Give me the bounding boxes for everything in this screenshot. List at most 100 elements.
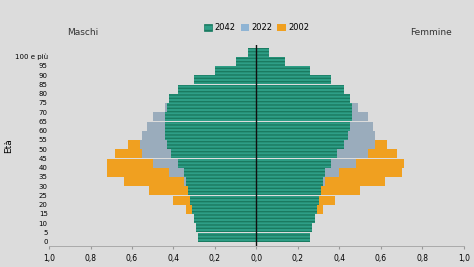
Bar: [256, 159, 356, 168]
Bar: [256, 140, 344, 149]
Bar: [256, 57, 285, 66]
Bar: [331, 159, 356, 168]
Bar: [184, 177, 256, 186]
Bar: [107, 159, 256, 168]
Bar: [256, 48, 257, 57]
Bar: [256, 131, 374, 140]
Bar: [194, 186, 256, 195]
Bar: [124, 177, 256, 186]
Bar: [256, 57, 259, 66]
Bar: [251, 66, 256, 75]
Bar: [256, 75, 331, 84]
Bar: [256, 66, 282, 75]
Bar: [256, 196, 319, 205]
Bar: [256, 186, 315, 195]
Bar: [192, 205, 256, 214]
Bar: [256, 149, 368, 158]
Bar: [256, 140, 387, 149]
Bar: [256, 186, 360, 195]
Bar: [153, 112, 256, 121]
Bar: [172, 149, 256, 158]
Bar: [196, 223, 256, 232]
Bar: [142, 131, 165, 140]
Bar: [256, 223, 300, 232]
Bar: [256, 121, 350, 131]
Bar: [201, 196, 256, 205]
Bar: [142, 131, 256, 140]
Bar: [256, 205, 304, 214]
Bar: [207, 214, 256, 223]
Bar: [256, 75, 271, 84]
Bar: [256, 112, 352, 121]
Bar: [256, 131, 348, 140]
Bar: [337, 149, 368, 158]
Bar: [256, 48, 269, 57]
Bar: [256, 233, 298, 242]
Bar: [350, 121, 373, 131]
Bar: [256, 94, 350, 103]
Bar: [256, 159, 404, 168]
Bar: [256, 214, 302, 223]
Bar: [194, 214, 256, 223]
Bar: [140, 140, 256, 149]
Bar: [194, 214, 256, 223]
Bar: [142, 149, 172, 158]
Bar: [217, 94, 256, 103]
Bar: [256, 85, 283, 93]
Bar: [169, 168, 184, 177]
Bar: [234, 85, 256, 93]
Bar: [128, 140, 256, 149]
Bar: [256, 66, 310, 75]
Bar: [248, 57, 256, 66]
Bar: [165, 131, 256, 140]
Bar: [256, 233, 310, 242]
Bar: [256, 223, 312, 232]
Bar: [256, 94, 341, 103]
Bar: [140, 140, 167, 149]
Bar: [153, 159, 178, 168]
Bar: [186, 177, 256, 186]
Bar: [190, 196, 256, 205]
Bar: [255, 48, 256, 57]
Bar: [256, 112, 344, 121]
Bar: [142, 149, 256, 158]
Text: Femmine: Femmine: [410, 28, 452, 37]
Bar: [256, 214, 315, 223]
Bar: [167, 140, 256, 149]
Bar: [142, 131, 256, 140]
Bar: [325, 168, 339, 177]
Bar: [153, 112, 165, 121]
Bar: [244, 75, 256, 84]
Y-axis label: Età: Età: [4, 138, 13, 153]
Bar: [201, 233, 256, 242]
Bar: [209, 223, 256, 232]
Text: Maschi: Maschi: [67, 28, 98, 37]
Bar: [256, 85, 344, 93]
Bar: [256, 121, 360, 131]
Bar: [116, 149, 256, 158]
Bar: [186, 205, 256, 214]
Bar: [146, 121, 256, 131]
Bar: [199, 103, 256, 112]
Legend: 2042, 2022, 2002: 2042, 2022, 2002: [204, 23, 309, 33]
Bar: [256, 177, 385, 186]
Bar: [256, 186, 321, 195]
Bar: [256, 103, 352, 112]
Bar: [256, 66, 263, 75]
Bar: [165, 112, 256, 121]
Bar: [256, 168, 401, 177]
Bar: [256, 214, 315, 223]
Bar: [256, 48, 261, 57]
Bar: [211, 233, 256, 242]
Bar: [256, 103, 358, 112]
Bar: [169, 94, 256, 103]
Bar: [256, 168, 325, 177]
Bar: [256, 149, 337, 158]
Bar: [348, 131, 374, 140]
Bar: [184, 168, 256, 177]
Bar: [146, 121, 165, 131]
Bar: [165, 121, 256, 131]
Bar: [178, 85, 256, 93]
Bar: [236, 57, 256, 66]
Bar: [188, 186, 256, 195]
